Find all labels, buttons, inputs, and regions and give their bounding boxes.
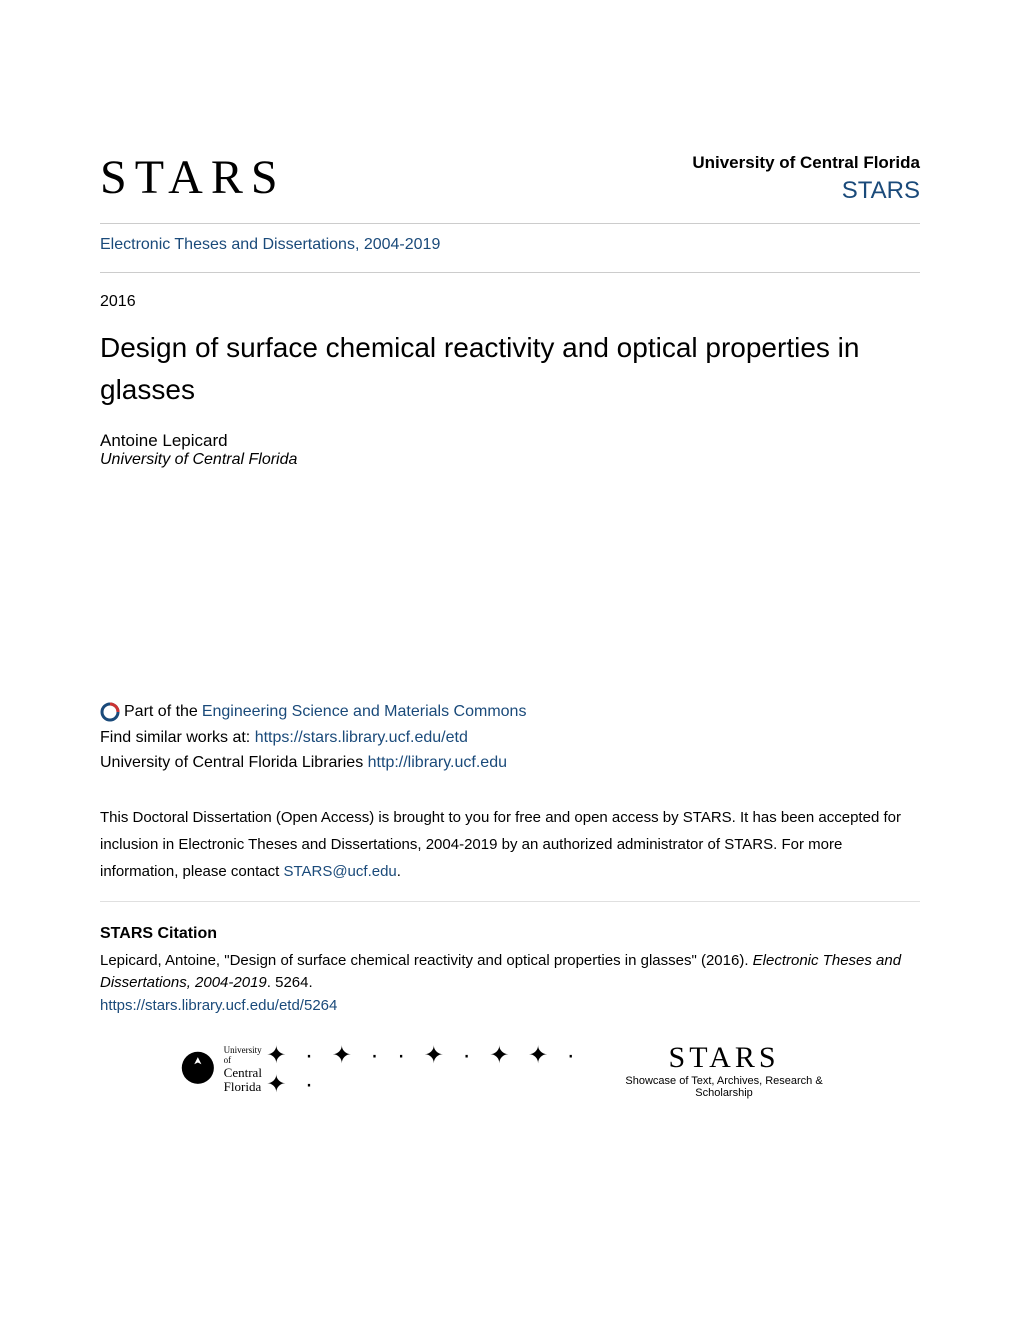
stars-logo: STARS <box>100 150 286 205</box>
divider-top <box>100 223 920 224</box>
libraries-line: University of Central Florida Libraries … <box>100 750 920 776</box>
access-statement: This Doctoral Dissertation (Open Access)… <box>100 804 920 885</box>
footer-logos: University of Central Florida ✦ · ✦ · · … <box>100 1041 920 1099</box>
divider-collection <box>100 272 920 273</box>
citation-body: Lepicard, Antoine, "Design of surface ch… <box>100 950 920 995</box>
stars-footer: STARS Showcase of Text, Archives, Resear… <box>608 1041 840 1099</box>
stars-footer-logo: STARS <box>608 1041 840 1075</box>
citation-url[interactable]: https://stars.library.ucf.edu/etd/5264 <box>100 995 920 1018</box>
citation-number: . 5264. <box>267 974 313 991</box>
ucf-line3: Florida <box>224 1080 267 1094</box>
document-title: Design of surface chemical reactivity an… <box>100 327 920 411</box>
stars-tagline: Showcase of Text, Archives, Research & S… <box>608 1075 840 1099</box>
libraries-url[interactable]: http://library.ucf.edu <box>368 754 507 771</box>
commons-line: Part of the Engineering Science and Mate… <box>100 699 920 725</box>
access-text-post: . <box>397 863 401 880</box>
commons-link[interactable]: Engineering Science and Materials Common… <box>202 699 527 725</box>
dots-trail-icon: ✦ · ✦ · · ✦ · ✦ ✦ · ✦ · <box>266 1041 608 1099</box>
libraries-label: University of Central Florida Libraries <box>100 754 368 771</box>
publication-year: 2016 <box>100 293 920 311</box>
part-of-prefix: Part of the <box>124 699 198 725</box>
citation-section: STARS Citation Lepicard, Antoine, "Desig… <box>100 922 920 1018</box>
access-text-pre: This Doctoral Dissertation (Open Access)… <box>100 809 901 880</box>
commons-icon <box>100 702 120 722</box>
similar-works-label: Find similar works at: <box>100 729 255 746</box>
author-name: Antoine Lepicard <box>100 431 920 451</box>
similar-works-url[interactable]: https://stars.library.ucf.edu/etd <box>255 729 468 746</box>
ucf-line1: University of <box>224 1046 267 1066</box>
author-affiliation: University of Central Florida <box>100 451 920 469</box>
citation-heading: STARS Citation <box>100 922 920 946</box>
divider-citation <box>100 901 920 902</box>
university-name: University of Central Florida <box>692 153 920 173</box>
ucf-text: University of Central Florida <box>224 1046 267 1094</box>
similar-works-line: Find similar works at: https://stars.lib… <box>100 725 920 751</box>
ucf-seal-icon <box>180 1050 216 1090</box>
stars-link[interactable]: STARS <box>692 177 920 205</box>
header-right: University of Central Florida STARS <box>692 153 920 205</box>
collection-link[interactable]: Electronic Theses and Dissertations, 200… <box>100 232 920 264</box>
commons-section: Part of the Engineering Science and Mate… <box>100 699 920 776</box>
ucf-logo: University of Central Florida <box>180 1046 266 1094</box>
contact-email[interactable]: STARS@ucf.edu <box>283 863 396 880</box>
citation-text: Lepicard, Antoine, "Design of surface ch… <box>100 952 753 969</box>
ucf-line2: Central <box>224 1066 267 1080</box>
header: STARS University of Central Florida STAR… <box>100 150 920 215</box>
